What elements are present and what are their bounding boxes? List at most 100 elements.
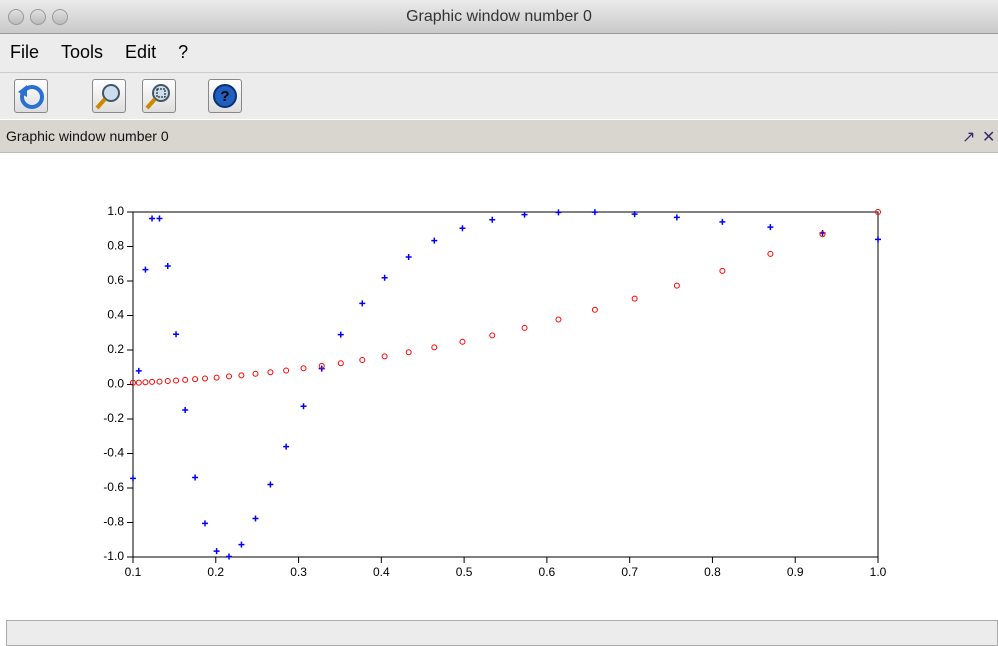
circle-marker: [460, 339, 465, 344]
plus-marker: [226, 553, 232, 559]
plus-marker: [149, 216, 155, 222]
y-tick-label: -0.8: [103, 515, 124, 529]
x-tick-label: 0.1: [125, 565, 142, 579]
y-tick-label: 1.0: [107, 204, 124, 218]
circle-marker: [592, 307, 597, 312]
x-tick-label: 0.9: [787, 565, 804, 579]
circle-marker: [768, 251, 773, 256]
circle-marker: [338, 361, 343, 366]
circle-marker: [432, 345, 437, 350]
circle-marker: [214, 375, 219, 380]
circle-marker: [490, 333, 495, 338]
menu-edit[interactable]: Edit: [125, 42, 168, 63]
menu-tools[interactable]: Tools: [61, 42, 115, 63]
plus-marker: [214, 548, 220, 554]
circle-marker: [522, 325, 527, 330]
plus-marker: [301, 403, 307, 409]
page: Graphic window number 0 File Tools Edit? ?…: [0, 0, 998, 646]
x-tick-label: 0.2: [207, 565, 224, 579]
x-tick-label: 0.4: [373, 565, 390, 579]
zoom-in-button[interactable]: [92, 79, 126, 113]
circle-marker: [284, 368, 289, 373]
y-tick-label: -0.4: [103, 446, 124, 460]
x-tick-label: 0.5: [456, 565, 473, 579]
plus-marker: [136, 368, 142, 374]
circle-marker: [193, 377, 198, 382]
plus-marker: [359, 300, 365, 306]
plus-marker: [238, 542, 244, 548]
close-panel-button[interactable]: ✕: [982, 127, 995, 147]
circle-marker: [301, 366, 306, 371]
y-tick-label: -0.6: [103, 480, 124, 494]
y-tick-label: 0.2: [107, 342, 124, 356]
plus-marker: [253, 516, 259, 522]
plus-marker: [719, 219, 725, 225]
circle-marker: [360, 358, 365, 363]
help-button[interactable]: ?: [208, 79, 242, 113]
circle-marker: [157, 379, 162, 384]
circle-marker: [174, 378, 179, 383]
circle-marker: [136, 380, 141, 385]
rotate-button[interactable]: [14, 79, 48, 113]
y-tick-label: 0.0: [107, 377, 124, 391]
title-bar: Graphic window number 0: [0, 0, 998, 34]
plus-marker: [431, 238, 437, 244]
x-tick-label: 1.0: [870, 565, 887, 579]
plus-marker: [267, 482, 273, 488]
menu-file[interactable]: File: [10, 42, 51, 63]
plus-marker: [142, 267, 148, 273]
y-tick-label: 0.4: [107, 308, 124, 322]
plus-marker: [338, 332, 344, 338]
circle-marker: [143, 380, 148, 385]
plus-marker: [592, 209, 598, 215]
circle-marker: [556, 317, 561, 322]
circle-marker: [183, 377, 188, 382]
plot-frame: [133, 212, 878, 557]
plus-marker: [165, 263, 171, 269]
toolbar: ?: [0, 73, 998, 119]
circle-marker: [239, 373, 244, 378]
y-tick-label: 0.8: [107, 239, 124, 253]
zoom-out-button[interactable]: [142, 79, 176, 113]
status-bar: [6, 620, 998, 646]
plus-marker: [459, 225, 465, 231]
plus-marker: [156, 216, 162, 222]
plus-marker: [130, 475, 136, 481]
plus-marker: [202, 520, 208, 526]
menu-bar: File Tools Edit?: [0, 34, 998, 73]
circle-marker: [674, 283, 679, 288]
plus-marker: [382, 275, 388, 281]
svg-text:?: ?: [220, 88, 229, 105]
x-tick-label: 0.8: [704, 565, 721, 579]
plus-marker: [173, 331, 179, 337]
menu-help[interactable]: ?: [178, 42, 200, 63]
circle-marker: [632, 296, 637, 301]
circle-marker: [720, 268, 725, 273]
plus-marker: [489, 217, 495, 223]
plus-marker: [875, 236, 881, 242]
plus-marker: [283, 444, 289, 450]
x-tick-label: 0.3: [290, 565, 307, 579]
undock-button[interactable]: ↗: [962, 127, 975, 147]
y-tick-label: -0.2: [103, 411, 124, 425]
circle-marker: [382, 354, 387, 359]
circle-marker: [253, 371, 258, 376]
circle-marker: [406, 350, 411, 355]
y-tick-label: 0.6: [107, 273, 124, 287]
circle-marker: [268, 370, 273, 375]
x-tick-label: 0.6: [539, 565, 556, 579]
window-title: Graphic window number 0: [0, 8, 998, 26]
chart: -1.0 -0.8 -0.6 -0.4 -0.2 0.0 0.2 0.4 0.6 0.8 1.0 0.…: [0, 153, 998, 618]
y-tick-label: -1.0: [103, 549, 124, 563]
x-tick-label: 0.7: [621, 565, 638, 579]
circle-marker: [227, 374, 232, 379]
plus-marker: [767, 224, 773, 230]
panel-header: Graphic window number 0 ↗ ✕: [0, 120, 998, 153]
circle-marker: [150, 379, 155, 384]
panel-title: Graphic window number 0: [6, 128, 169, 144]
circle-marker: [165, 379, 170, 384]
plus-marker: [555, 209, 561, 215]
plus-marker: [406, 254, 412, 260]
plus-marker: [674, 214, 680, 220]
plus-marker: [192, 474, 198, 480]
